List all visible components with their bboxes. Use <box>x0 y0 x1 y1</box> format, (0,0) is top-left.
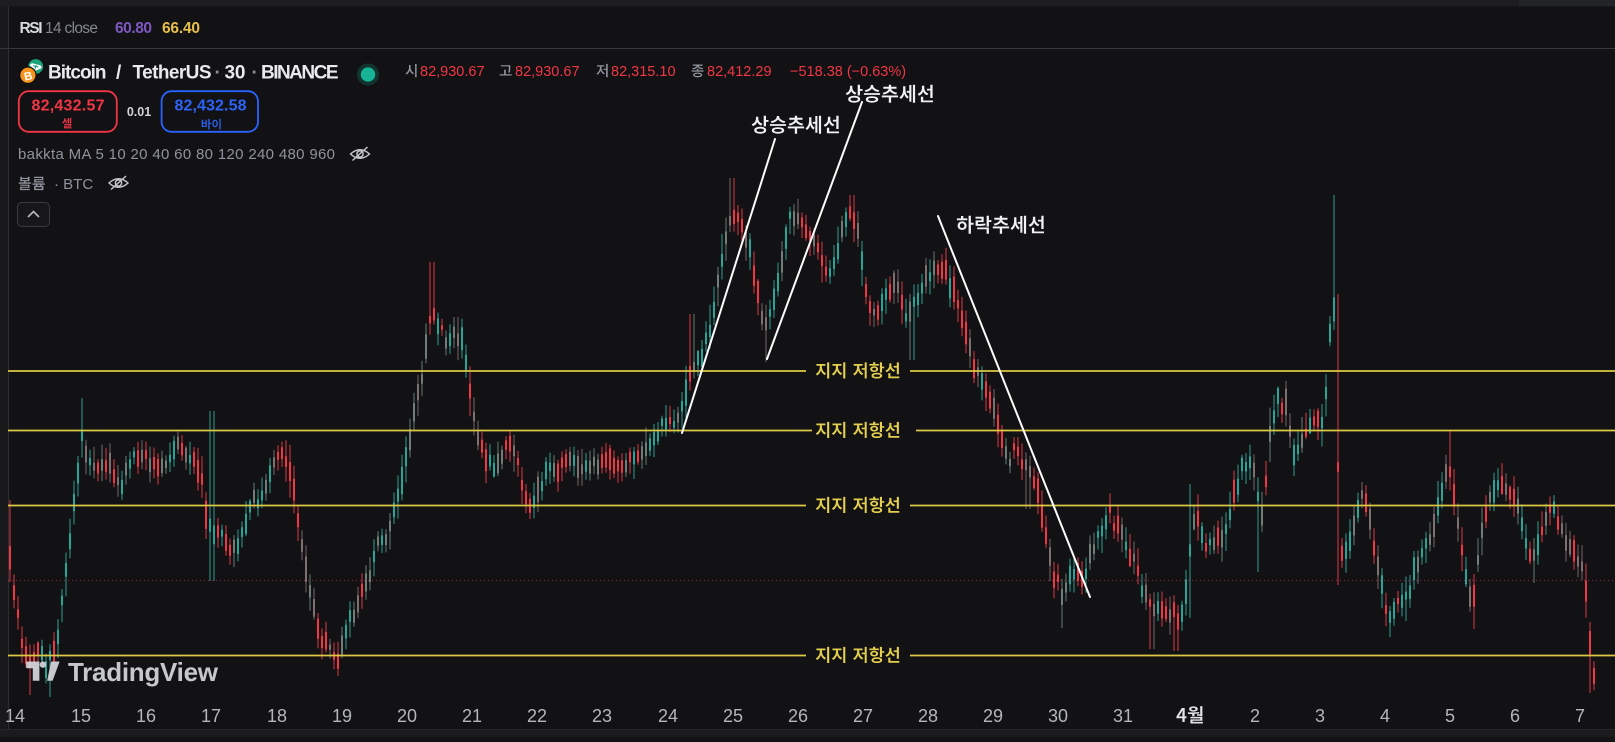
svg-text:60.80: 60.80 <box>115 20 152 37</box>
svg-text:6: 6 <box>1510 706 1520 726</box>
svg-text:21: 21 <box>462 706 482 726</box>
svg-text:29: 29 <box>983 706 1003 726</box>
svg-text:28: 28 <box>918 706 938 726</box>
svg-text:·: · <box>215 63 221 84</box>
svg-text:82,930.67: 82,930.67 <box>515 64 580 80</box>
svg-text:82,930.67: 82,930.67 <box>420 64 485 80</box>
svg-text:20: 20 <box>397 706 417 726</box>
svg-text:24: 24 <box>658 706 678 726</box>
svg-text:27: 27 <box>853 706 873 726</box>
svg-text:RSI: RSI <box>20 20 43 37</box>
svg-text:30: 30 <box>1048 706 1068 726</box>
svg-text:0.01: 0.01 <box>127 105 151 119</box>
svg-text:26: 26 <box>788 706 808 726</box>
svg-text:2: 2 <box>1250 706 1260 726</box>
svg-text:bakkta MA 5 10 20 40 60 80 120: bakkta MA 5 10 20 40 60 80 120 240 480 9… <box>18 146 335 163</box>
svg-text:Bitcoin: Bitcoin <box>48 63 107 84</box>
svg-text:7: 7 <box>1575 706 1585 726</box>
svg-text:15: 15 <box>71 706 91 726</box>
svg-text:82,432.57: 82,432.57 <box>32 98 105 115</box>
svg-text:22: 22 <box>527 706 547 726</box>
svg-text:3: 3 <box>1315 706 1325 726</box>
svg-text:5: 5 <box>1445 706 1455 726</box>
svg-text:BINANCE: BINANCE <box>261 63 339 84</box>
svg-text:· BTC: · BTC <box>54 176 93 193</box>
svg-text:14 close: 14 close <box>45 20 98 37</box>
svg-text:TetherUS: TetherUS <box>133 63 212 84</box>
svg-text:4: 4 <box>1380 706 1390 726</box>
svg-text:82,315.10: 82,315.10 <box>611 64 676 80</box>
svg-text:25: 25 <box>723 706 743 726</box>
svg-text:−518.38 (−0.63%): −518.38 (−0.63%) <box>790 64 906 80</box>
svg-text:82,412.29: 82,412.29 <box>707 64 772 80</box>
svg-text:·: · <box>252 63 258 84</box>
svg-text:TradingView: TradingView <box>68 657 219 687</box>
svg-text:18: 18 <box>267 706 287 726</box>
svg-text:66.40: 66.40 <box>162 20 200 37</box>
svg-text:14: 14 <box>5 706 25 726</box>
svg-text:/: / <box>116 63 122 84</box>
svg-text:16: 16 <box>136 706 156 726</box>
svg-text:82,432.58: 82,432.58 <box>175 98 247 115</box>
svg-text:23: 23 <box>592 706 612 726</box>
svg-text:17: 17 <box>201 706 221 726</box>
svg-text:19: 19 <box>332 706 352 726</box>
svg-text:30: 30 <box>225 63 246 84</box>
svg-text:31: 31 <box>1113 706 1133 726</box>
svg-text:B: B <box>23 70 34 83</box>
